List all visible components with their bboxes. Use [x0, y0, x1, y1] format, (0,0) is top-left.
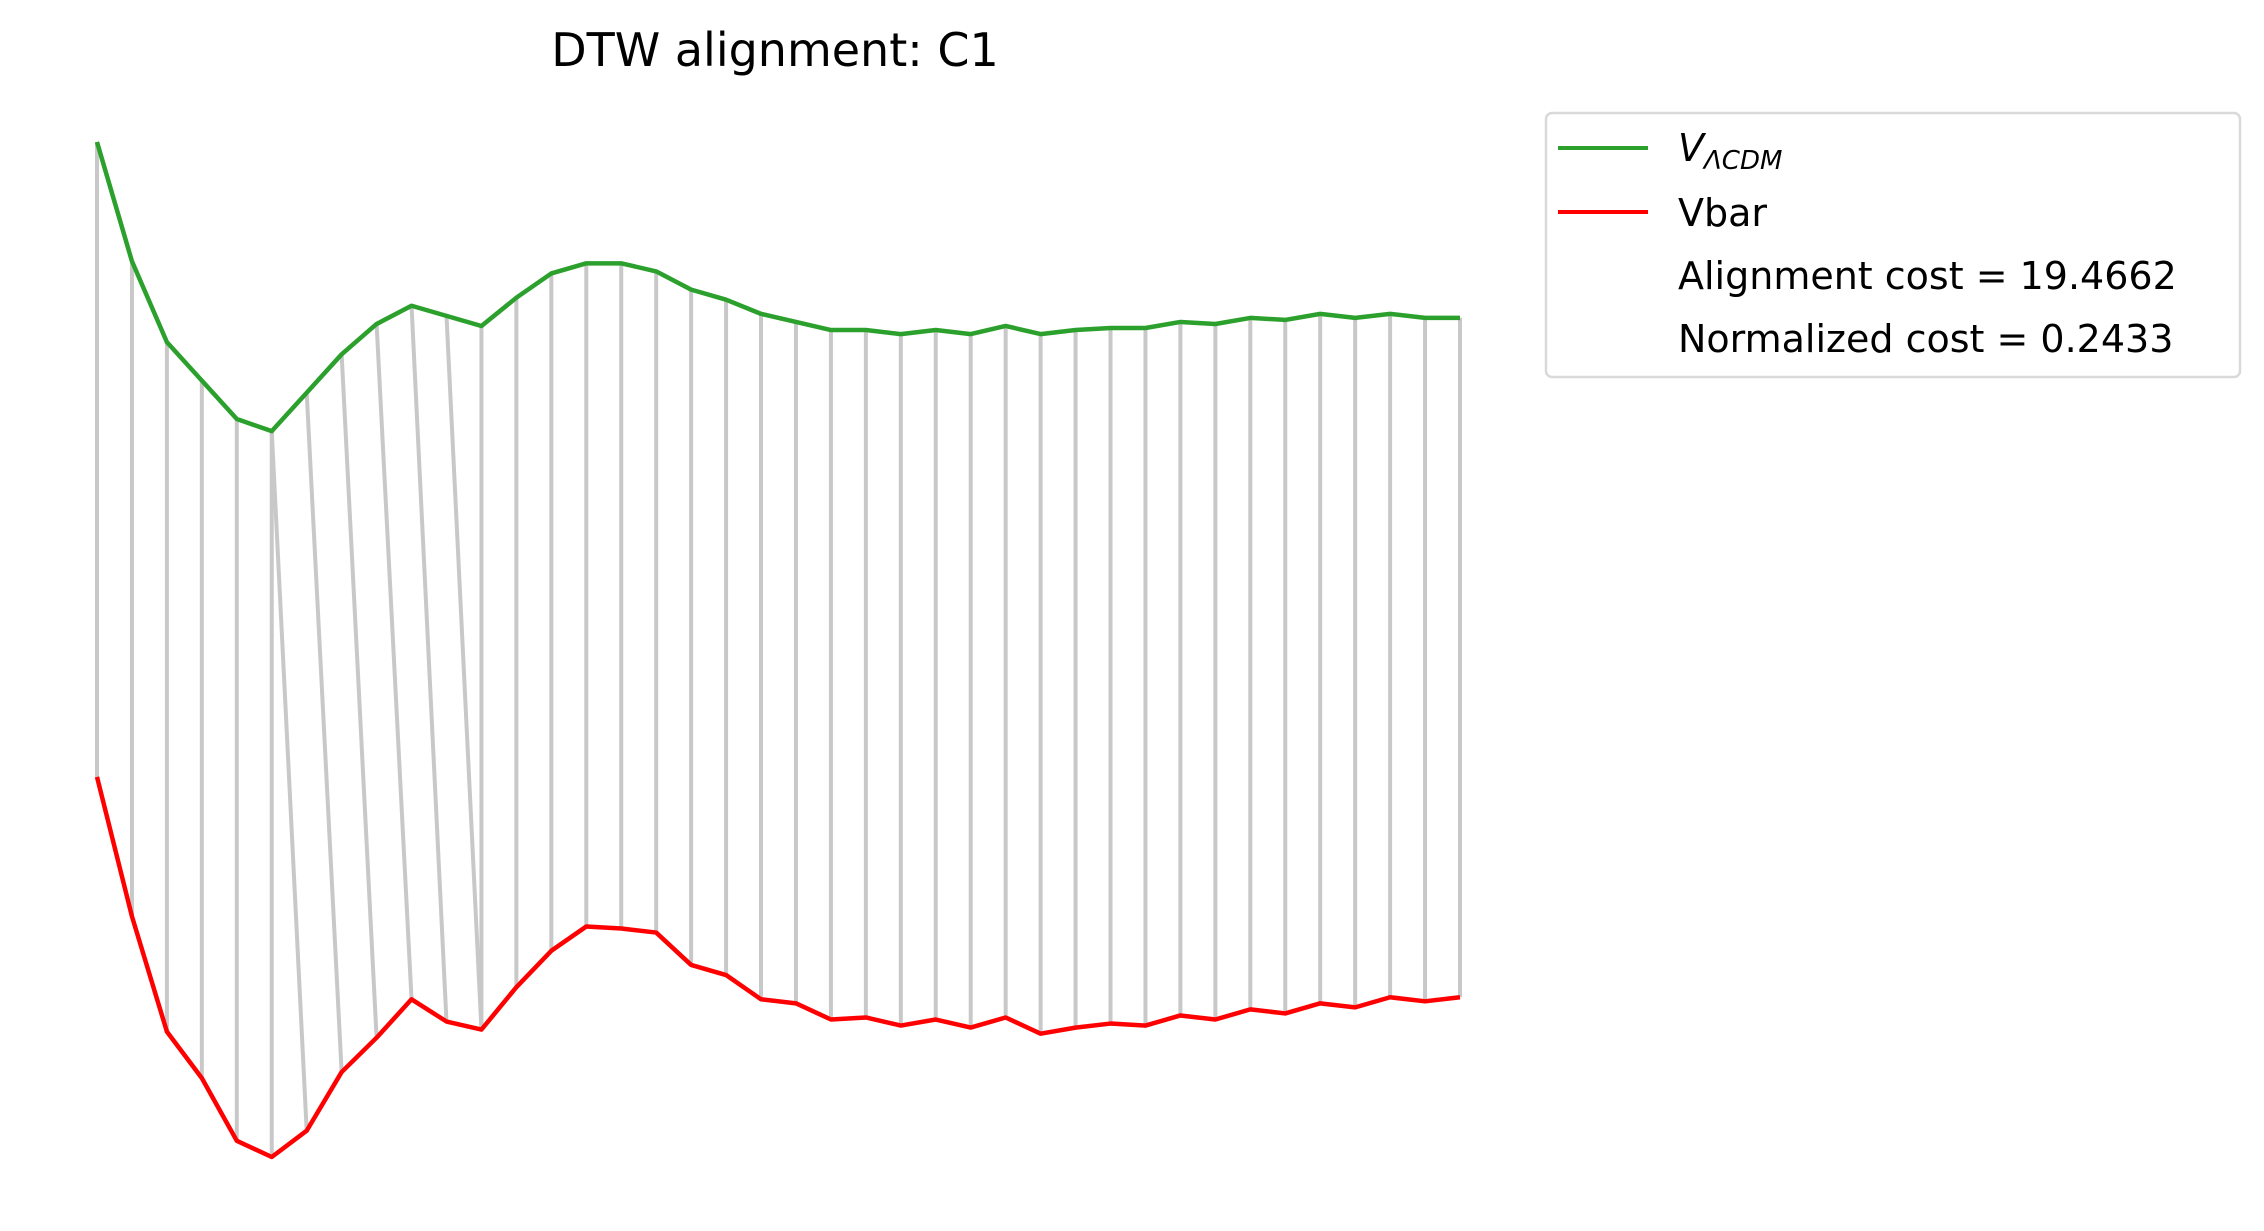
alignment-line-11	[444, 315, 484, 1030]
alignment-line-6	[269, 431, 309, 1131]
alignment-line-10	[409, 305, 449, 1022]
alignment-lines	[95, 142, 1462, 1157]
alignment-line-9	[374, 323, 414, 1000]
series-line-vlcdm	[94, 141, 1460, 434]
legend-alignment-cost: Alignment cost = 19.4662	[1678, 254, 2177, 298]
alignment-line-8	[339, 354, 379, 1038]
legend-label-vbar: Vbar	[1678, 191, 1767, 235]
legend-normalized-cost: Normalized cost = 0.2433	[1678, 317, 2173, 361]
legend-label-vlcdm: VΛCDM	[1678, 126, 1782, 176]
legend-label-vlcdm-sub: ΛCDM	[1702, 146, 1782, 176]
series-line-vbar	[94, 776, 1461, 1160]
legend: VΛCDM Vbar Alignment cost = 19.4662 Norm…	[1544, 111, 2242, 379]
legend-frame	[1544, 111, 2242, 379]
series-lines	[94, 141, 1461, 1160]
alignment-line-7	[304, 392, 344, 1073]
legend-label-vlcdm-main: V	[1678, 126, 1707, 170]
chart-title: DTW alignment: C1	[551, 23, 999, 77]
